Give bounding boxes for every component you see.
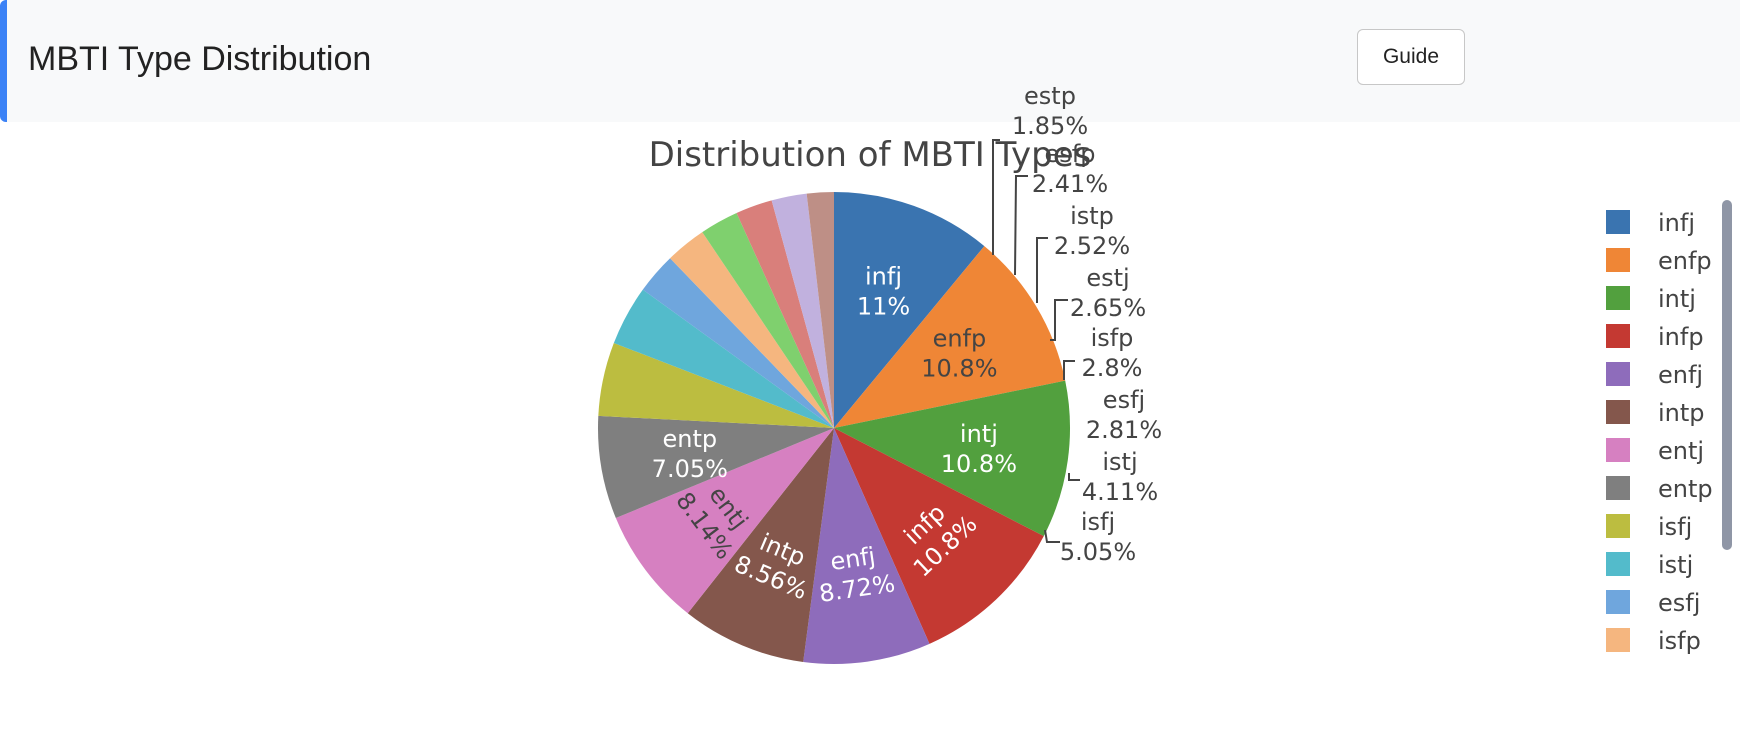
legend-label-enfp: enfp	[1658, 247, 1712, 275]
pie-slice-isfj[interactable]	[598, 343, 834, 428]
legend-item-enfj[interactable]: enfj	[1606, 361, 1703, 389]
legend-item-istj[interactable]: istj	[1606, 551, 1693, 579]
page-header: MBTI Type Distribution Guide	[0, 0, 1740, 122]
legend-swatch-infj	[1606, 210, 1630, 234]
legend-swatch-infp	[1606, 324, 1630, 348]
slice-name-enfj: enfj	[828, 542, 877, 576]
slice-percent-esfp: 2.41%	[1032, 170, 1108, 198]
pie-slice-enfj[interactable]	[803, 428, 930, 665]
slice-name-esfp: esfp	[1045, 140, 1096, 168]
leader-line-estp	[992, 139, 1000, 255]
legend-item-infp[interactable]: infp	[1606, 323, 1704, 351]
legend-label-isfj: isfj	[1658, 513, 1692, 541]
pie-slice-infj[interactable]	[834, 192, 985, 428]
pie-slice-entj[interactable]	[615, 428, 834, 614]
pie-slice-intp[interactable]	[687, 428, 834, 662]
legend-label-entp: entp	[1658, 475, 1713, 503]
legend-swatch-intp	[1606, 400, 1630, 424]
slice-name-intj: intj	[960, 420, 998, 448]
legend-item-entp[interactable]: entp	[1606, 475, 1713, 503]
slice-percent-entp: 7.05%	[652, 455, 728, 483]
leader-line-esfp	[1014, 175, 1028, 276]
slice-percent-isfj: 5.05%	[1060, 538, 1136, 566]
legend-swatch-entj	[1606, 438, 1630, 462]
legend-swatch-enfp	[1606, 248, 1630, 272]
legend-label-isfp: isfp	[1658, 627, 1701, 655]
slice-name-infj: infj	[865, 262, 902, 290]
legend-item-isfj[interactable]: isfj	[1606, 513, 1692, 541]
pie-slice-esfp[interactable]	[771, 193, 834, 428]
legend-label-istj: istj	[1658, 551, 1693, 579]
pie-slice-intj[interactable]	[834, 380, 1071, 537]
slice-percent-infj: 11%	[857, 292, 910, 320]
pie-slice-estp[interactable]	[806, 192, 834, 428]
slice-percent-intj: 10.8%	[941, 450, 1017, 478]
slice-name-esfj: esfj	[1103, 386, 1145, 414]
slice-percent-enfp: 10.8%	[921, 355, 997, 383]
slice-percent-esfj: 2.81%	[1086, 416, 1162, 444]
slice-name-entp: entp	[662, 425, 717, 453]
legend-swatch-intj	[1606, 286, 1630, 310]
legend-item-enfp[interactable]: enfp	[1606, 247, 1712, 275]
slice-percent-estj: 2.65%	[1070, 294, 1146, 322]
slice-percent-isfp: 2.8%	[1082, 354, 1143, 382]
slice-name-estj: estj	[1086, 264, 1129, 292]
leader-line-istp	[1036, 237, 1048, 303]
legend-label-intj: intj	[1658, 285, 1696, 313]
pie-slice-estj[interactable]	[702, 213, 834, 428]
pie-slice-isfp[interactable]	[670, 232, 834, 428]
legend: infj enfp intj infp enfj intp entj entp isfj istj…	[1606, 209, 1713, 655]
slice-percent-istp: 2.52%	[1054, 232, 1130, 260]
leader-line-istj	[1068, 473, 1080, 481]
legend-label-infp: infp	[1658, 323, 1704, 351]
legend-item-esfj[interactable]: esfj	[1606, 589, 1700, 617]
legend-swatch-entp	[1606, 476, 1630, 500]
legend-swatch-esfj	[1606, 590, 1630, 614]
leader-line-isfp	[1063, 360, 1075, 380]
legend-item-entj[interactable]: entj	[1606, 437, 1704, 465]
legend-label-infj: infj	[1658, 209, 1695, 237]
legend-label-esfj: esfj	[1658, 589, 1700, 617]
legend-item-infj[interactable]: infj	[1606, 209, 1695, 237]
legend-item-isfp[interactable]: isfp	[1606, 627, 1701, 655]
page-title: MBTI Type Distribution	[28, 40, 372, 78]
slice-name-estp: estp	[1024, 82, 1076, 110]
legend-item-intp[interactable]: intp	[1606, 399, 1705, 427]
legend-swatch-enfj	[1606, 362, 1630, 386]
pie-slice-esfj[interactable]	[642, 258, 834, 428]
pie-slice-istj[interactable]	[613, 289, 834, 428]
pie-slice-entp[interactable]	[597, 415, 834, 519]
legend-label-enfj: enfj	[1658, 361, 1703, 389]
legend-item-intj[interactable]: intj	[1606, 285, 1696, 313]
slice-percent-estp: 1.85%	[1012, 112, 1088, 140]
legend-scrollbar[interactable]	[1722, 200, 1732, 550]
slice-name-istj: istj	[1102, 448, 1137, 476]
legend-label-intp: intp	[1658, 399, 1705, 427]
guide-button[interactable]: Guide	[1357, 29, 1465, 85]
pie-slice-infp[interactable]	[834, 428, 1044, 644]
pie-slice-istp[interactable]	[736, 200, 834, 428]
slice-percent-istj: 4.11%	[1082, 478, 1158, 506]
legend-swatch-isfp	[1606, 628, 1630, 652]
chart-title: Distribution of MBTI Types	[649, 135, 1092, 175]
legend-swatch-istj	[1606, 552, 1630, 576]
pie-slice-enfp[interactable]	[834, 246, 1066, 428]
legend-swatch-isfj	[1606, 514, 1630, 538]
leader-line-estj	[1050, 299, 1068, 341]
slice-name-enfp: enfp	[933, 325, 987, 353]
leader-line-isfj	[1044, 529, 1060, 543]
legend-label-entj: entj	[1658, 437, 1704, 465]
slice-name-isfj: isfj	[1081, 508, 1115, 536]
slice-name-isfp: isfp	[1091, 324, 1134, 352]
slice-name-istp: istp	[1070, 202, 1114, 230]
